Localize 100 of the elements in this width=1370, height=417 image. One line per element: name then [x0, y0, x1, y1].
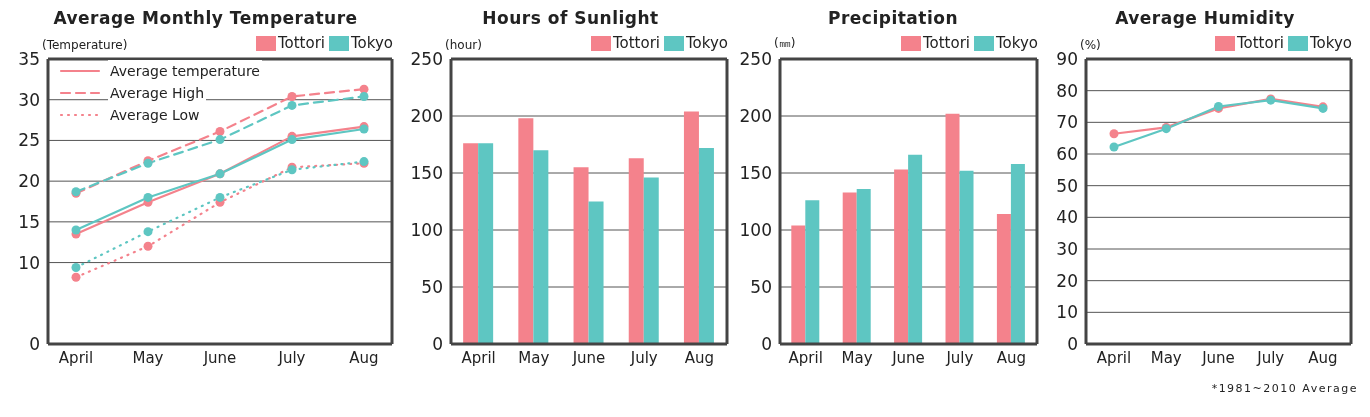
- point: [287, 135, 297, 145]
- y-tick-label: 90: [1056, 49, 1078, 70]
- y-tick-label: 0: [761, 334, 772, 355]
- x-tick-label: April: [58, 348, 94, 367]
- x-tick-label: Aug: [1308, 348, 1338, 367]
- bar: [908, 154, 923, 344]
- y-tick-label: 200: [410, 106, 443, 127]
- bar: [959, 170, 974, 344]
- x-tick-label: May: [518, 348, 550, 367]
- bar: [573, 167, 589, 344]
- y-axis-title: (hour): [445, 38, 482, 52]
- x-tick-label: April: [461, 348, 496, 367]
- x-tick-label: July: [629, 348, 658, 367]
- x-tick-label: June: [202, 348, 237, 367]
- y-tick-label: 100: [410, 220, 443, 241]
- x-tick-label: June: [1201, 348, 1235, 367]
- annotation: Average High: [108, 82, 207, 104]
- x-tick-label: April: [788, 348, 823, 367]
- bar: [628, 158, 644, 344]
- y-tick-label: 150: [739, 163, 772, 184]
- y-tick-label: 250: [410, 49, 443, 70]
- legend-label: Tottori: [277, 34, 325, 52]
- y-tick-label: 30: [1056, 239, 1078, 260]
- x-tick-label: April: [1096, 348, 1132, 367]
- y-tick-label: 80: [1056, 80, 1078, 101]
- bar: [805, 200, 820, 344]
- bar: [996, 214, 1011, 344]
- y-tick-label: 20: [18, 171, 40, 192]
- bar: [478, 143, 494, 344]
- text: *1981~2010 Average: [1210, 382, 1359, 395]
- y-tick-label: 40: [1056, 207, 1078, 228]
- point: [215, 135, 225, 145]
- point: [359, 91, 369, 101]
- x-tick-label: June: [571, 348, 606, 367]
- bar: [533, 150, 549, 344]
- y-tick-label: 200: [739, 106, 772, 127]
- x-tick-label: May: [132, 348, 164, 367]
- y-tick-label: 50: [750, 277, 772, 298]
- bar: [518, 118, 534, 344]
- bar: [1010, 163, 1025, 344]
- y-tick-label: 0: [1067, 334, 1078, 355]
- point: [143, 227, 153, 237]
- bar: [588, 201, 604, 344]
- x-tick-label: Aug: [996, 348, 1026, 367]
- y-tick-label: 25: [18, 130, 40, 151]
- chart-title: Hours of Sunlight: [481, 8, 660, 30]
- y-tick-label: 50: [1056, 175, 1078, 196]
- point: [71, 225, 81, 235]
- legend-label: Tokyo: [1310, 34, 1352, 52]
- point: [71, 262, 81, 272]
- legend-label: Tokyo: [996, 34, 1038, 52]
- point: [1109, 129, 1119, 139]
- y-tick-label: 150: [410, 163, 443, 184]
- point: [143, 241, 153, 251]
- point: [143, 192, 153, 202]
- legend-label: Tottori: [612, 34, 660, 52]
- point: [1109, 142, 1119, 152]
- y-tick-label: 60: [1056, 144, 1078, 165]
- bar: [856, 188, 871, 344]
- bar: [791, 225, 806, 344]
- chart-title: Average Monthly Temperature: [52, 8, 359, 30]
- bar: [698, 147, 714, 344]
- legend-label: Tokyo: [686, 34, 728, 52]
- y-axis-title: (Temperature): [42, 38, 128, 52]
- y-tick-label: 70: [1056, 112, 1078, 133]
- x-tick-label: June: [891, 348, 925, 367]
- x-tick-label: Aug: [684, 348, 715, 367]
- bar: [945, 113, 960, 344]
- y-tick-label: 15: [18, 211, 40, 232]
- y-tick-label: 30: [18, 89, 40, 110]
- x-tick-label: July: [945, 348, 974, 367]
- y-tick-label: 0: [432, 334, 443, 355]
- y-tick-label: 250: [739, 49, 772, 70]
- bar: [463, 143, 479, 344]
- y-tick-label: 20: [1056, 270, 1078, 291]
- bar: [683, 111, 699, 344]
- y-tick-label: 50: [421, 277, 443, 298]
- chart-title: Precipitation: [826, 8, 960, 30]
- y-tick-label: 0: [29, 334, 40, 355]
- x-tick-label: July: [1256, 348, 1285, 367]
- y-tick-label: 10: [18, 252, 40, 273]
- y-tick-label: 10: [1056, 302, 1078, 323]
- point: [215, 192, 225, 202]
- y-tick-label: 35: [18, 49, 40, 70]
- annotation: Average temperature: [108, 60, 262, 82]
- point: [287, 100, 297, 110]
- bar: [894, 169, 909, 344]
- x-tick-label: July: [277, 348, 306, 367]
- x-tick-label: Aug: [349, 348, 379, 367]
- y-tick-label: 100: [739, 220, 772, 241]
- annotation: Average Low: [108, 104, 202, 126]
- point: [71, 272, 81, 282]
- x-tick-label: May: [1150, 348, 1182, 367]
- chart-title: Average Humidity: [1114, 8, 1296, 30]
- bar: [643, 177, 659, 344]
- point: [287, 91, 297, 101]
- y-axis-title: (%): [1080, 38, 1101, 52]
- legend-label: Tottori: [922, 34, 970, 52]
- bar: [842, 192, 857, 344]
- x-tick-label: May: [841, 348, 873, 367]
